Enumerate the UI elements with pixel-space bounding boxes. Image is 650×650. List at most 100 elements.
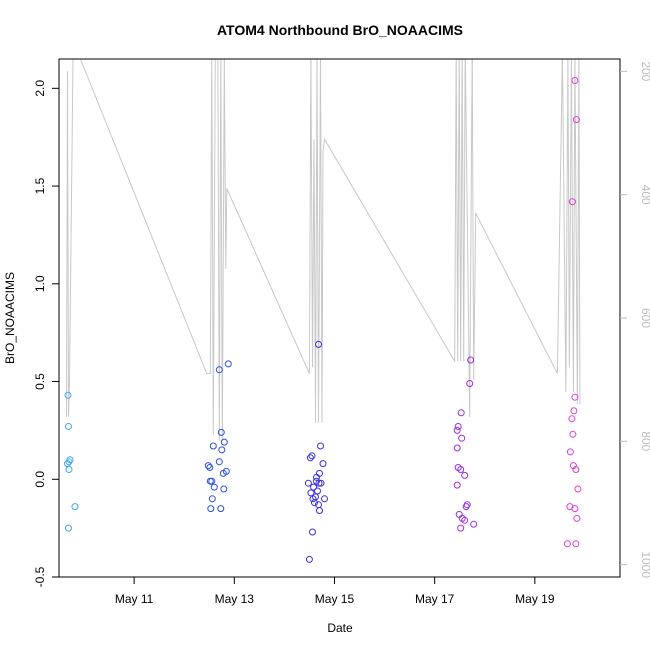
- data-point: [317, 479, 325, 487]
- data-point: [307, 489, 315, 497]
- y-axis-label: BrO_NOAACIMS: [3, 272, 17, 364]
- y-tick-label: 0.5: [33, 373, 47, 390]
- series-flight3: [304, 340, 328, 563]
- data-point: [572, 116, 580, 124]
- data-point: [220, 438, 228, 446]
- x-tick-label: May 11: [115, 592, 154, 606]
- series-flight1: [64, 391, 79, 532]
- data-point: [64, 391, 72, 399]
- data-point: [568, 198, 576, 206]
- y2-tick-label: 200: [639, 61, 650, 81]
- data-point: [208, 495, 216, 503]
- y-tick-label: -0.5: [33, 566, 47, 587]
- y-tick-label: 0.0: [33, 471, 47, 488]
- data-point: [224, 360, 232, 368]
- data-point: [457, 409, 465, 417]
- data-point: [566, 448, 574, 456]
- x-tick-label: May 13: [215, 592, 255, 606]
- chart-title: ATOM4 Northbound BrO_NOAACIMS: [217, 22, 463, 38]
- y2-tick-label: 800: [639, 431, 650, 451]
- data-point: [572, 466, 580, 473]
- data-point: [453, 444, 461, 452]
- data-point: [315, 479, 323, 487]
- x-axis-label: Date: [327, 621, 353, 635]
- data-point: [571, 77, 579, 84]
- data-point: [305, 555, 313, 563]
- data-point: [462, 503, 470, 511]
- data-point: [218, 446, 226, 454]
- x-tick-label: May 15: [315, 592, 355, 606]
- data-point: [66, 456, 74, 464]
- data-point: [457, 466, 465, 473]
- y2-tick-label: 600: [639, 308, 650, 328]
- data-point: [461, 471, 469, 479]
- data-point: [204, 462, 212, 470]
- data-point: [308, 452, 316, 460]
- x-tick-label: May 19: [515, 592, 555, 606]
- data-point: [563, 540, 571, 548]
- data-point: [206, 464, 214, 471]
- data-point: [457, 524, 465, 532]
- x-axis: May 11 May 13 May 15 May 17 May 19: [115, 577, 555, 606]
- data-point: [306, 454, 314, 462]
- data-point: [309, 528, 316, 536]
- data-point: [570, 407, 578, 415]
- data-point: [311, 499, 318, 507]
- data-point: [454, 423, 462, 430]
- data-point: [304, 479, 312, 487]
- data-point: [316, 469, 323, 477]
- y2-tick-label: 400: [639, 185, 650, 205]
- data-point: [569, 430, 577, 438]
- y2-tick-label: 1000: [639, 551, 650, 578]
- data-point: [568, 415, 576, 423]
- pressure-series: [66, 59, 581, 442]
- data-point: [65, 466, 73, 473]
- y-axis: -0.5 0.0 0.5 1.0 1.5 2.0: [33, 80, 59, 587]
- y-tick-label: 1.0: [33, 275, 47, 292]
- data-point: [71, 503, 79, 511]
- data-point: [208, 477, 216, 485]
- data-point: [220, 485, 228, 493]
- data-point: [574, 485, 582, 493]
- data-point: [314, 487, 321, 495]
- data-point: [571, 505, 579, 513]
- data-point: [317, 442, 324, 450]
- data-point: [207, 505, 215, 513]
- data-point: [217, 505, 225, 513]
- data-point: [572, 540, 580, 548]
- y-tick-label: 1.5: [33, 177, 47, 194]
- data-point: [321, 495, 328, 503]
- data-point: [219, 469, 227, 477]
- series-flight4: [453, 356, 478, 532]
- pressure-line: [66, 59, 581, 442]
- data-point: [65, 423, 72, 430]
- data-point: [461, 516, 469, 524]
- data-point: [571, 393, 579, 401]
- data-point: [315, 340, 322, 348]
- data-point: [316, 507, 323, 514]
- data-point: [455, 510, 463, 518]
- data-point: [215, 458, 223, 466]
- data-point: [466, 380, 474, 387]
- data-point: [453, 481, 461, 489]
- data-point: [309, 495, 317, 503]
- y-tick-label: 2.0: [33, 80, 47, 97]
- data-point: [210, 483, 218, 491]
- plot-frame: [58, 58, 621, 578]
- data-point: [470, 520, 478, 528]
- data-point: [65, 524, 72, 532]
- y2-axis: 200 400 600 800 1000: [620, 61, 650, 578]
- data-point: [209, 442, 217, 450]
- data-point: [467, 356, 475, 364]
- data-point: [217, 428, 225, 436]
- data-point: [573, 514, 581, 522]
- data-point: [453, 426, 461, 434]
- data-point: [310, 483, 317, 491]
- data-point: [458, 434, 466, 442]
- data-point: [319, 460, 327, 468]
- data-points: [64, 77, 582, 563]
- data-point: [215, 366, 223, 374]
- x-tick-label: May 17: [415, 592, 455, 606]
- series-flight2: [204, 360, 232, 513]
